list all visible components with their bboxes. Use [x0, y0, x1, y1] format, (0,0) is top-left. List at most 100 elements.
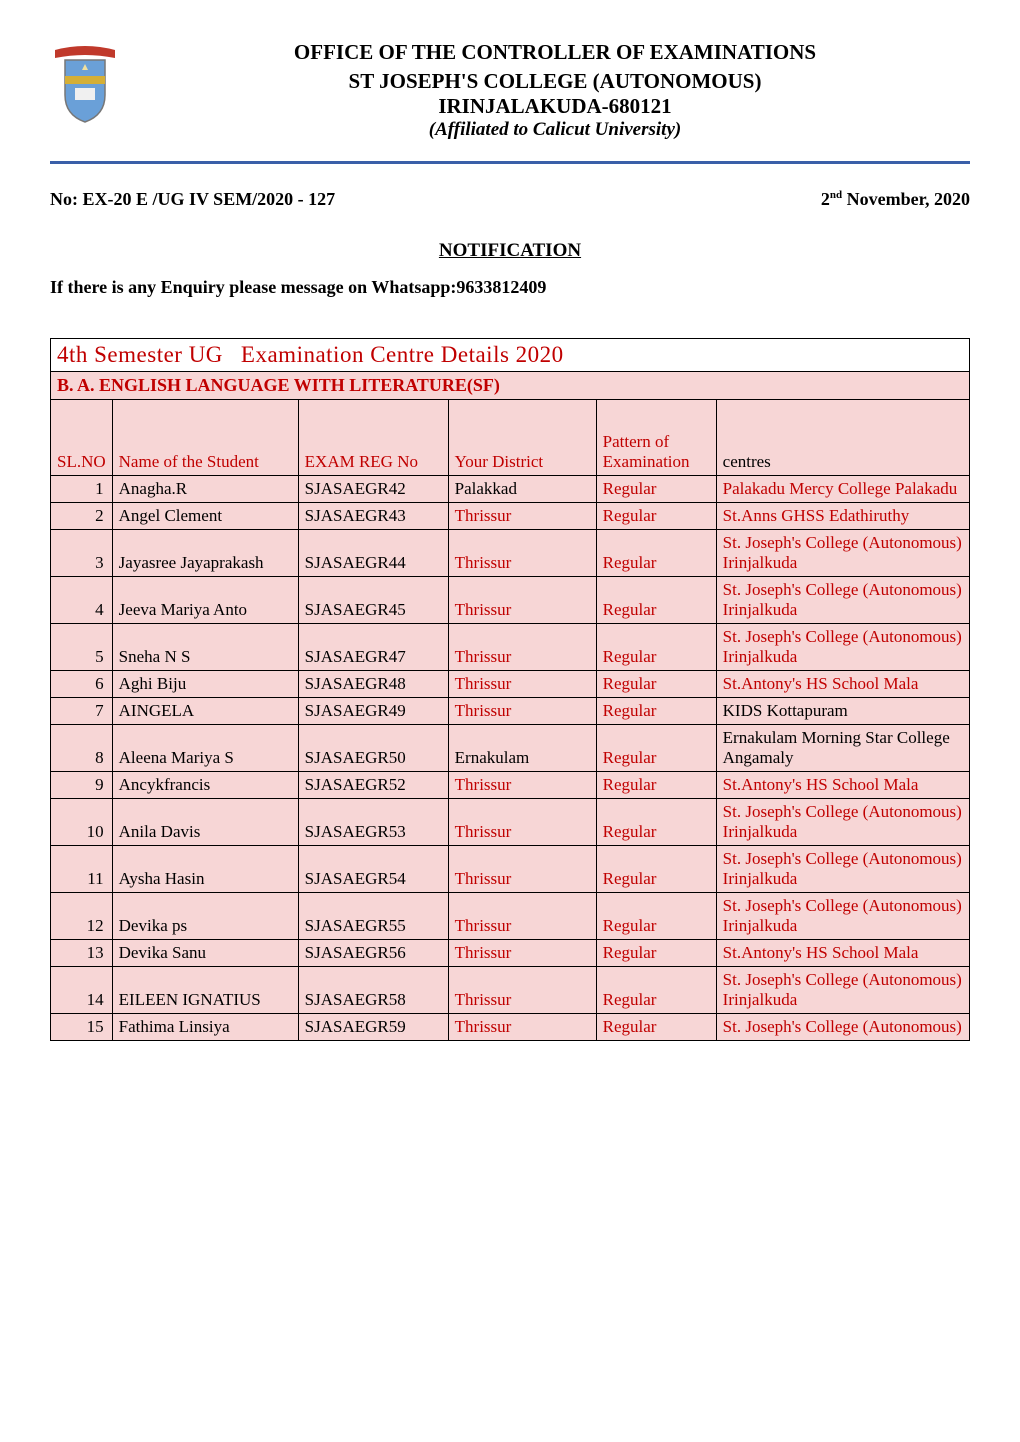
- cell-name: Anila Davis: [112, 799, 298, 846]
- cell-sl: 10: [51, 799, 113, 846]
- cell-reg: SJASAEGR44: [298, 530, 448, 577]
- table-header-row: SL.NO Name of the Student EXAM REG No Yo…: [51, 400, 970, 476]
- cell-reg: SJASAEGR54: [298, 846, 448, 893]
- cell-district: Thrissur: [448, 799, 596, 846]
- cell-name: Devika Sanu: [112, 940, 298, 967]
- cell-centre: St. Joseph's College (Autonomous) Irinja…: [716, 893, 969, 940]
- cell-name: EILEEN IGNATIUS: [112, 967, 298, 1014]
- cell-centre: St. Joseph's College (Autonomous) Irinja…: [716, 577, 969, 624]
- cell-pattern: Regular: [596, 577, 716, 624]
- cell-centre: Palakadu Mercy College Palakadu: [716, 476, 969, 503]
- cell-sl: 1: [51, 476, 113, 503]
- cell-centre: St. Joseph's College (Autonomous) Irinja…: [716, 530, 969, 577]
- cell-sl: 6: [51, 671, 113, 698]
- cell-centre: St.Antony's HS School Mala: [716, 940, 969, 967]
- cell-district: Thrissur: [448, 671, 596, 698]
- notification-date: 2nd November, 2020: [821, 189, 970, 210]
- table-row: 11Aysha HasinSJASAEGR54ThrissurRegularSt…: [51, 846, 970, 893]
- cell-district: Thrissur: [448, 940, 596, 967]
- header-divider: [50, 161, 970, 164]
- college-name: ST JOSEPH'S COLLEGE (AUTONOMOUS): [140, 69, 970, 94]
- cell-district: Palakkad: [448, 476, 596, 503]
- cell-pattern: Regular: [596, 799, 716, 846]
- table-row: 5Sneha N SSJASAEGR47ThrissurRegularSt. J…: [51, 624, 970, 671]
- cell-name: Devika ps: [112, 893, 298, 940]
- cell-name: Angel Clement: [112, 503, 298, 530]
- cell-reg: SJASAEGR59: [298, 1014, 448, 1041]
- table-row: 6Aghi BijuSJASAEGR48ThrissurRegularSt.An…: [51, 671, 970, 698]
- cell-pattern: Regular: [596, 476, 716, 503]
- cell-pattern: Regular: [596, 698, 716, 725]
- cell-sl: 4: [51, 577, 113, 624]
- col-header-district: Your District: [448, 400, 596, 476]
- cell-sl: 13: [51, 940, 113, 967]
- cell-reg: SJASAEGR45: [298, 577, 448, 624]
- cell-district: Thrissur: [448, 1014, 596, 1041]
- cell-reg: SJASAEGR48: [298, 671, 448, 698]
- table-row: 12Devika psSJASAEGR55ThrissurRegularSt. …: [51, 893, 970, 940]
- cell-district: Thrissur: [448, 846, 596, 893]
- cell-reg: SJASAEGR47: [298, 624, 448, 671]
- cell-pattern: Regular: [596, 530, 716, 577]
- table-row: 13Devika SanuSJASAEGR56ThrissurRegularSt…: [51, 940, 970, 967]
- cell-reg: SJASAEGR49: [298, 698, 448, 725]
- table-title-row: 4th Semester UGExamination Centre Detail…: [51, 339, 970, 372]
- cell-reg: SJASAEGR50: [298, 725, 448, 772]
- table-row: 10Anila DavisSJASAEGR53ThrissurRegularSt…: [51, 799, 970, 846]
- cell-pattern: Regular: [596, 671, 716, 698]
- cell-district: Thrissur: [448, 530, 596, 577]
- cell-name: Aghi Biju: [112, 671, 298, 698]
- cell-pattern: Regular: [596, 846, 716, 893]
- table-row: 9AncykfrancisSJASAEGR52ThrissurRegularSt…: [51, 772, 970, 799]
- table-row: 14EILEEN IGNATIUSSJASAEGR58ThrissurRegul…: [51, 967, 970, 1014]
- cell-district: Thrissur: [448, 698, 596, 725]
- cell-centre: St. Joseph's College (Autonomous) Irinja…: [716, 846, 969, 893]
- header: OFFICE OF THE CONTROLLER OF EXAMINATIONS…: [50, 40, 970, 141]
- cell-name: Fathima Linsiya: [112, 1014, 298, 1041]
- cell-sl: 5: [51, 624, 113, 671]
- cell-sl: 12: [51, 893, 113, 940]
- cell-district: Thrissur: [448, 503, 596, 530]
- cell-pattern: Regular: [596, 893, 716, 940]
- col-header-centre: centres: [716, 400, 969, 476]
- cell-district: Thrissur: [448, 624, 596, 671]
- enquiry-text: If there is any Enquiry please message o…: [50, 277, 970, 298]
- cell-reg: SJASAEGR53: [298, 799, 448, 846]
- cell-name: Jeeva Mariya Anto: [112, 577, 298, 624]
- cell-pattern: Regular: [596, 725, 716, 772]
- cell-pattern: Regular: [596, 967, 716, 1014]
- table-row: 7AINGELASJASAEGR49ThrissurRegularKIDS Ko…: [51, 698, 970, 725]
- table-row: 1Anagha.RSJASAEGR42PalakkadRegularPalaka…: [51, 476, 970, 503]
- table-subtitle-row: B. A. ENGLISH LANGUAGE WITH LITERATURE(S…: [51, 372, 970, 400]
- cell-reg: SJASAEGR42: [298, 476, 448, 503]
- col-header-sl: SL.NO: [51, 400, 113, 476]
- cell-name: Sneha N S: [112, 624, 298, 671]
- cell-name: Aleena Mariya S: [112, 725, 298, 772]
- cell-district: Ernakulam: [448, 725, 596, 772]
- cell-pattern: Regular: [596, 1014, 716, 1041]
- table-row: 2Angel ClementSJASAEGR43ThrissurRegularS…: [51, 503, 970, 530]
- cell-reg: SJASAEGR58: [298, 967, 448, 1014]
- cell-district: Thrissur: [448, 967, 596, 1014]
- cell-pattern: Regular: [596, 772, 716, 799]
- cell-name: Aysha Hasin: [112, 846, 298, 893]
- college-location: IRINJALAKUDA-680121: [140, 94, 970, 119]
- table-row: 3Jayasree JayaprakashSJASAEGR44ThrissurR…: [51, 530, 970, 577]
- office-title: OFFICE OF THE CONTROLLER OF EXAMINATIONS: [140, 40, 970, 65]
- cell-district: Thrissur: [448, 893, 596, 940]
- cell-sl: 2: [51, 503, 113, 530]
- header-text: OFFICE OF THE CONTROLLER OF EXAMINATIONS…: [140, 40, 970, 141]
- cell-centre: St.Antony's HS School Mala: [716, 772, 969, 799]
- affiliation: (Affiliated to Calicut University): [140, 119, 970, 141]
- cell-name: Ancykfrancis: [112, 772, 298, 799]
- table-subtitle: B. A. ENGLISH LANGUAGE WITH LITERATURE(S…: [51, 372, 970, 400]
- cell-district: Thrissur: [448, 772, 596, 799]
- cell-sl: 14: [51, 967, 113, 1014]
- notification-heading: NOTIFICATION: [50, 240, 970, 262]
- cell-sl: 7: [51, 698, 113, 725]
- cell-name: Anagha.R: [112, 476, 298, 503]
- cell-sl: 15: [51, 1014, 113, 1041]
- table-row: 8Aleena Mariya SSJASAEGR50ErnakulamRegul…: [51, 725, 970, 772]
- cell-centre: St. Joseph's College (Autonomous) Irinja…: [716, 624, 969, 671]
- exam-centre-table: 4th Semester UGExamination Centre Detail…: [50, 338, 970, 1041]
